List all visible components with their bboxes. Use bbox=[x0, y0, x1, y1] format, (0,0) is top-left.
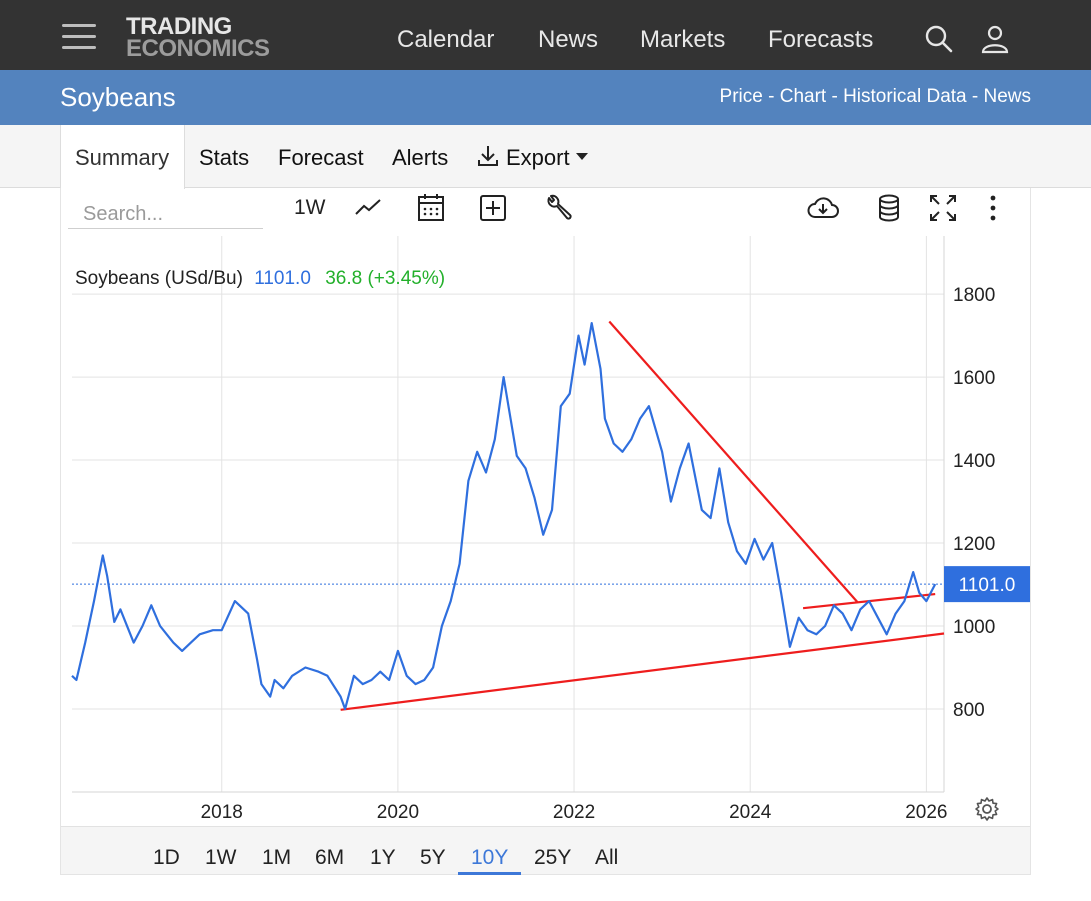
user-icon[interactable] bbox=[980, 24, 1010, 54]
search-input[interactable] bbox=[68, 197, 263, 229]
range-bar bbox=[61, 826, 1030, 874]
active-range-indicator bbox=[458, 872, 521, 875]
logo-line2: ECONOMICS bbox=[126, 35, 270, 62]
quote-name: Soybeans (USd/Bu) bbox=[75, 268, 243, 289]
tab-stats[interactable]: Stats bbox=[199, 145, 250, 170]
download-icon[interactable] bbox=[476, 144, 500, 168]
settings-gear-icon[interactable] bbox=[974, 796, 1000, 822]
x-tick-label: 2022 bbox=[553, 802, 595, 823]
search-icon[interactable] bbox=[924, 24, 954, 54]
trendline bbox=[340, 632, 945, 711]
last-value-badge bbox=[944, 566, 1030, 603]
range-1y[interactable]: 1Y bbox=[370, 846, 396, 869]
range-1w[interactable]: 1W bbox=[205, 846, 237, 869]
nav-news[interactable]: News bbox=[538, 26, 599, 53]
database-icon[interactable] bbox=[876, 192, 902, 224]
trendline bbox=[608, 320, 859, 604]
title-bar: Soybeans Price - Chart - Historical Data… bbox=[0, 70, 1091, 125]
range-1d[interactable]: 1D bbox=[153, 846, 180, 869]
tab-summary[interactable]: Summary bbox=[60, 125, 185, 189]
fullscreen-icon[interactable] bbox=[929, 192, 957, 224]
axis-labels: 800 1000 1200 1400 1600 1800 2018 2020 2022 2024 2… bbox=[201, 285, 1030, 823]
chart-grid bbox=[72, 236, 945, 793]
menu-icon[interactable] bbox=[62, 24, 98, 52]
price-series-line bbox=[71, 322, 937, 711]
cloud-download-icon[interactable] bbox=[806, 192, 840, 224]
top-header: TRADING ECONOMICS Calendar News Markets … bbox=[0, 0, 1091, 70]
range-25y[interactable]: 25Y bbox=[534, 846, 572, 869]
last-value-label: 1101.0 bbox=[959, 575, 1016, 596]
page-title: Soybeans bbox=[60, 82, 176, 112]
y-tick-label: 800 bbox=[953, 700, 985, 721]
range-10y[interactable]: 10Y bbox=[471, 846, 509, 869]
y-tick-label: 1800 bbox=[953, 285, 995, 306]
x-tick-label: 2026 bbox=[905, 802, 947, 823]
x-tick-label: 2020 bbox=[377, 802, 419, 823]
wrench-icon[interactable] bbox=[545, 192, 573, 224]
calendar-icon[interactable] bbox=[417, 192, 445, 224]
tab-forecast[interactable]: Forecast bbox=[278, 145, 364, 170]
line-chart-icon[interactable] bbox=[354, 192, 384, 224]
add-indicator-icon[interactable] bbox=[479, 192, 507, 224]
y-tick-label: 1200 bbox=[953, 534, 995, 555]
logo-line1: TRADING bbox=[126, 13, 232, 40]
trendlines bbox=[340, 320, 945, 711]
logo[interactable]: TRADING ECONOMICS bbox=[126, 13, 270, 62]
range-6m[interactable]: 6M bbox=[315, 846, 345, 869]
interval-selector[interactable]: 1W bbox=[294, 196, 326, 219]
series-layer bbox=[71, 322, 937, 711]
y-tick-label: 1600 bbox=[953, 368, 995, 389]
range-1m[interactable]: 1M bbox=[262, 846, 292, 869]
range-all[interactable]: All bbox=[595, 846, 619, 869]
y-tick-label: 1000 bbox=[953, 617, 995, 638]
nav-calendar[interactable]: Calendar bbox=[397, 26, 495, 53]
nav-forecasts[interactable]: Forecasts bbox=[768, 26, 874, 53]
nav-markets[interactable]: Markets bbox=[640, 26, 726, 53]
page-links[interactable]: Price - Chart - Historical Data - News bbox=[719, 86, 1031, 107]
y-tick-label: 1400 bbox=[953, 451, 995, 472]
x-tick-label: 2018 bbox=[201, 802, 243, 823]
range-5y[interactable]: 5Y bbox=[420, 846, 446, 869]
chart-panel bbox=[60, 188, 1031, 875]
more-options-icon[interactable] bbox=[984, 192, 1002, 224]
quote-line: Soybeans (USd/Bu) 1101.0 36.8 (+3.45%) bbox=[75, 268, 445, 289]
tabs-bar: Summary Stats Forecast Alerts Export bbox=[0, 125, 1091, 189]
x-tick-label: 2024 bbox=[729, 802, 772, 823]
chevron-down-icon[interactable] bbox=[576, 153, 588, 161]
tab-alerts[interactable]: Alerts bbox=[392, 145, 449, 170]
quote-price: 1101.0 bbox=[254, 268, 311, 289]
tab-export[interactable]: Export bbox=[506, 145, 570, 170]
quote-change: 36.8 (+3.45%) bbox=[325, 268, 445, 289]
